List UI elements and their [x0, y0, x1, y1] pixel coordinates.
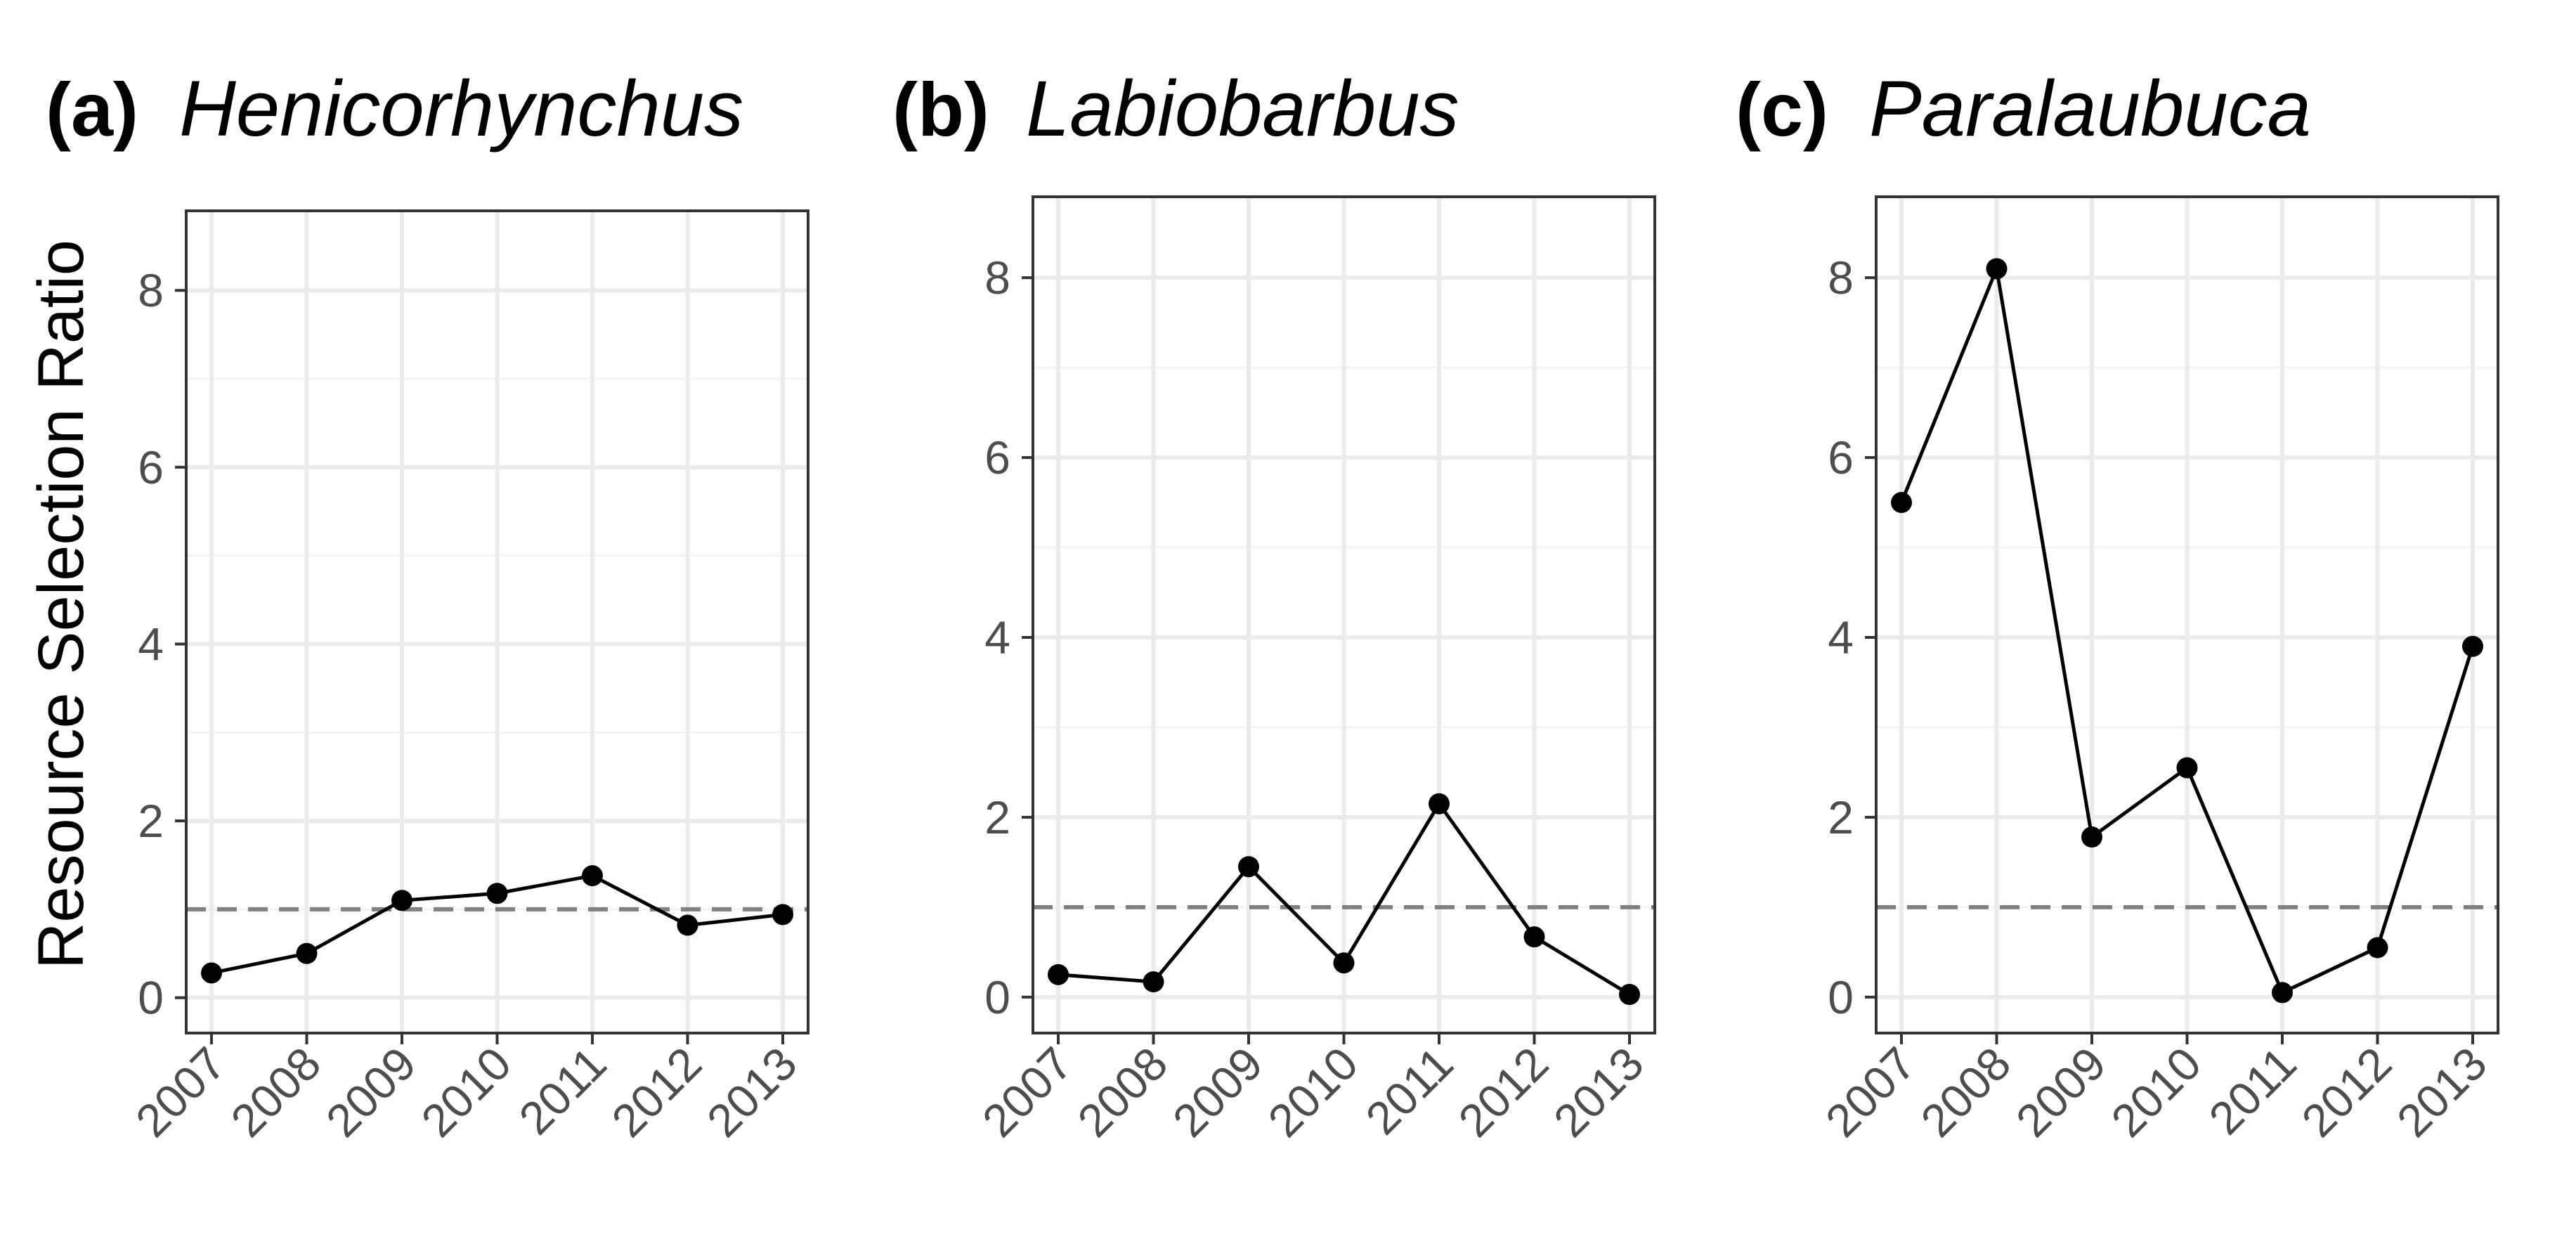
panels: (a) Henicorhynchus02468200720082009201020…	[46, 65, 2499, 1147]
y-tick-label: 2	[984, 791, 1010, 843]
data-point-2008	[296, 942, 318, 964]
x-tick-label: 2008	[221, 1037, 330, 1147]
x-tick-label: 2011	[509, 1037, 616, 1145]
data-point-2009	[1238, 856, 1259, 878]
y-tick-label: 2	[1828, 791, 1854, 843]
x-tick-label: 2013	[697, 1037, 807, 1147]
x-tick-label: 2010	[1258, 1037, 1367, 1147]
data-point-2013	[772, 904, 793, 926]
y-tick-label: 6	[138, 441, 164, 493]
data-point-2011	[1429, 793, 1450, 815]
x-tick-label: 2009	[1163, 1037, 1273, 1147]
panel-title: Labiobarbus	[1026, 65, 1459, 152]
y-tick-label: 0	[1828, 971, 1854, 1023]
y-tick-label: 6	[984, 431, 1010, 484]
x-tick-label: 2007	[972, 1037, 1082, 1147]
y-tick-label: 6	[1828, 431, 1854, 484]
x-tick-label: 2012	[2291, 1037, 2401, 1147]
x-tick-label: 2013	[2387, 1037, 2497, 1147]
data-point-2008	[1986, 258, 2008, 280]
y-tick-label: 4	[1828, 611, 1854, 663]
panel-title: Henicorhynchus	[179, 65, 743, 152]
data-point-2010	[1333, 952, 1355, 974]
data-point-2007	[1891, 492, 1912, 514]
data-point-2007	[201, 962, 222, 984]
data-point-2012	[677, 914, 698, 936]
data-point-2011	[582, 865, 603, 887]
x-tick-label: 2011	[1355, 1037, 1463, 1145]
x-tick-label: 2007	[1816, 1037, 1925, 1147]
data-point-2009	[391, 890, 412, 911]
x-tick-label: 2009	[2006, 1037, 2116, 1147]
y-tick-label: 0	[984, 971, 1010, 1023]
y-tick-label: 8	[138, 264, 164, 316]
data-point-2007	[1048, 963, 1069, 985]
data-point-2012	[1523, 926, 1545, 948]
data-point-2010	[486, 883, 508, 904]
panel-title: Paralaubuca	[1869, 65, 2311, 152]
x-tick-label: 2013	[1544, 1037, 1653, 1147]
panel-label: (b)	[892, 67, 989, 152]
x-tick-label: 2010	[411, 1037, 521, 1147]
data-point-2013	[2462, 635, 2483, 657]
x-tick-label: 2012	[1448, 1037, 1558, 1147]
x-tick-label: 2008	[1067, 1037, 1177, 1147]
y-tick-label: 2	[138, 795, 164, 847]
x-tick-label: 2007	[126, 1037, 235, 1147]
data-point-2011	[2272, 982, 2293, 1004]
y-tick-label: 4	[984, 611, 1010, 663]
x-tick-label: 2009	[316, 1037, 426, 1147]
data-point-2012	[2367, 937, 2388, 959]
y-tick-label: 8	[984, 252, 1010, 304]
x-tick-label: 2008	[1911, 1037, 2020, 1147]
y-tick-label: 0	[138, 972, 164, 1024]
panel-label: (a)	[46, 67, 138, 152]
data-point-2010	[2176, 757, 2198, 779]
data-point-2009	[2081, 826, 2102, 848]
data-point-2008	[1143, 971, 1164, 993]
y-tick-label: 8	[1828, 252, 1854, 304]
chart-panel-2: (b) Labiobarbus02468200720082009201020112…	[892, 65, 1656, 1147]
x-tick-label: 2011	[2199, 1037, 2306, 1145]
y-tick-label: 4	[138, 618, 164, 670]
y-axis-label: Resource Selection Ratio	[25, 240, 97, 969]
x-tick-label: 2012	[601, 1037, 711, 1147]
chart-panel-1: (a) Henicorhynchus02468200720082009201020…	[46, 65, 809, 1147]
chart-panel-3: (c) Paralaubuca02468200720082009201020112…	[1736, 65, 2499, 1147]
data-point-2013	[1619, 983, 1640, 1005]
panel-label: (c)	[1736, 67, 1828, 152]
x-tick-label: 2010	[2101, 1037, 2211, 1147]
